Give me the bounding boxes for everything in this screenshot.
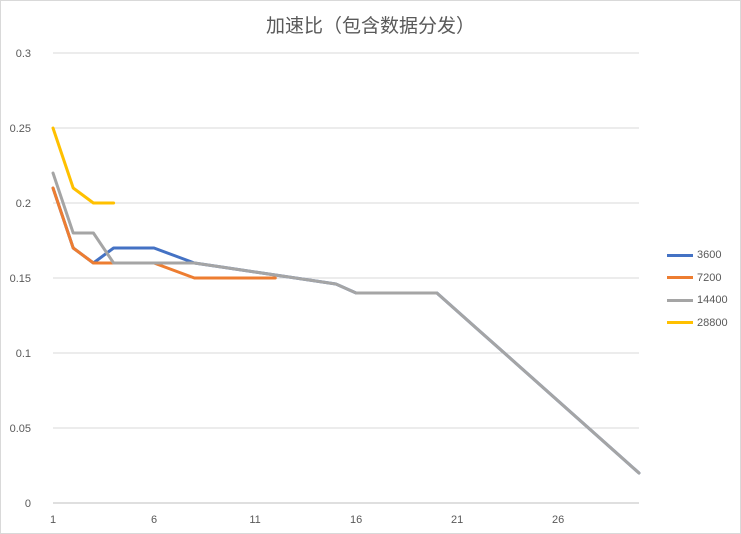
x-tick-label: 16 xyxy=(350,514,362,526)
chart-title: 加速比（包含数据分发） xyxy=(265,15,475,37)
legend-swatch xyxy=(667,276,693,280)
legend-label: 28800 xyxy=(697,316,728,329)
y-tick-label: 0.1 xyxy=(16,348,31,360)
series-line-7200 xyxy=(51,186,277,280)
y-tick-label: 0.2 xyxy=(16,198,31,210)
legend-label: 14400 xyxy=(697,294,728,307)
legend-label: 7200 xyxy=(697,271,722,284)
x-tick-label: 6 xyxy=(151,514,157,526)
series-line-14400 xyxy=(51,171,641,475)
legend-swatch xyxy=(667,253,693,257)
y-tick-label: 0.15 xyxy=(10,273,31,285)
x-tick-label: 26 xyxy=(552,514,564,526)
x-tick-label: 11 xyxy=(249,514,260,526)
legend-item: 14400 xyxy=(667,289,728,312)
legend-item: 28800 xyxy=(667,312,728,335)
series-line-28800 xyxy=(51,126,116,205)
legend-item: 3600 xyxy=(667,244,728,267)
y-tick-label: 0.05 xyxy=(10,423,31,435)
x-tick-label: 1 xyxy=(50,514,56,526)
legend-swatch xyxy=(667,321,693,325)
legend-label: 3600 xyxy=(697,249,722,262)
chart-legend: 3600 7200 14400 28800 xyxy=(667,244,728,334)
legend-item: 7200 xyxy=(667,267,728,290)
legend-swatch xyxy=(667,298,693,302)
y-tick-label: 0 xyxy=(25,498,31,510)
x-tick-label: 21 xyxy=(451,514,463,526)
y-tick-label: 0.3 xyxy=(16,48,31,60)
y-tick-label: 0.25 xyxy=(10,123,31,135)
series-line-3600 xyxy=(51,186,641,475)
